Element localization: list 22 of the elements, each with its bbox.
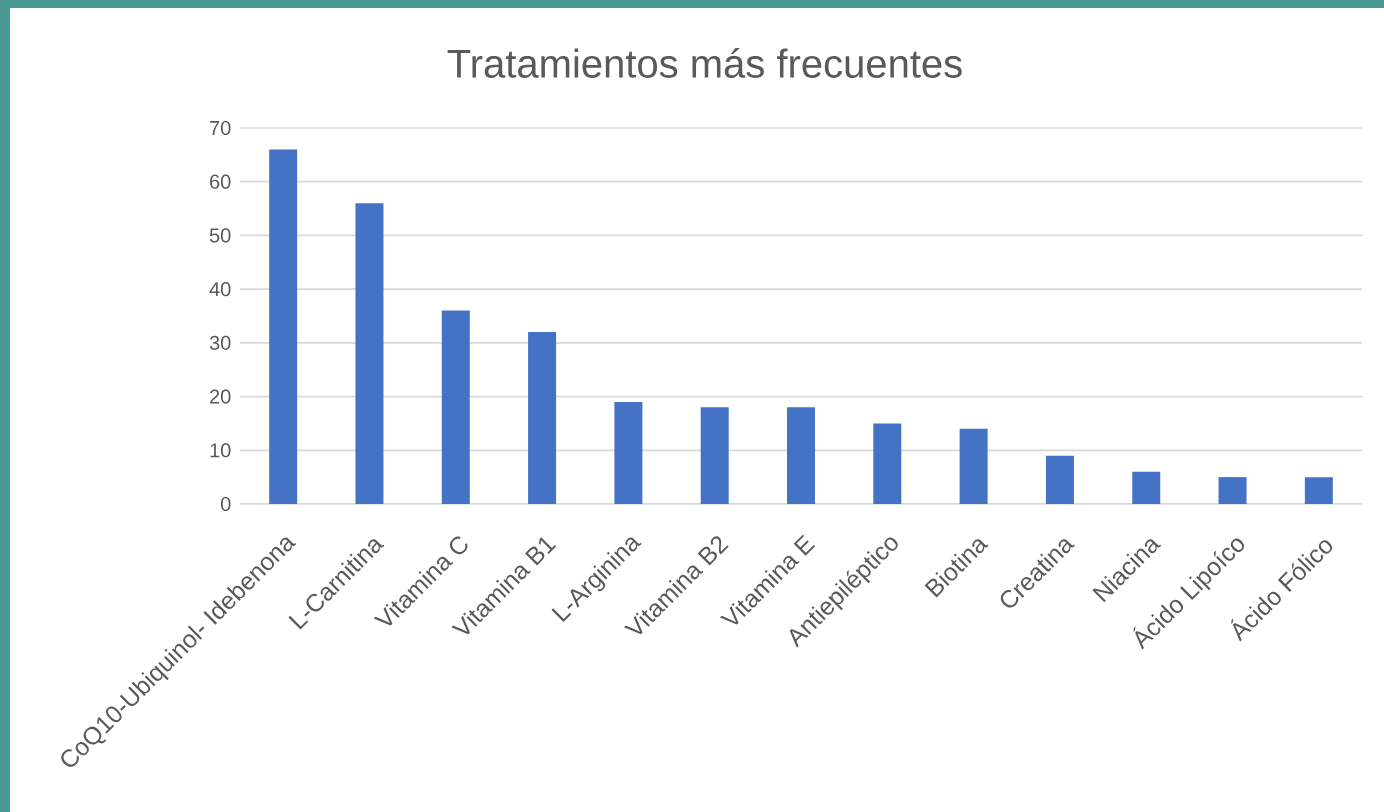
y-tick-label: 60 [210, 174, 231, 189]
y-tick-label: 40 [209, 282, 231, 297]
y-tick-label: 10 [210, 443, 231, 458]
bar [269, 149, 298, 504]
bar [441, 310, 470, 504]
bar [959, 428, 988, 504]
bar [1132, 471, 1161, 504]
y-tick-label: 70 [210, 120, 231, 136]
y-tick-label: 50 [209, 228, 231, 243]
bar [1304, 477, 1333, 504]
bar [355, 203, 384, 504]
y-tick-label: 0 [220, 496, 231, 512]
bar [787, 407, 816, 504]
y-tick-label: 30 [209, 335, 231, 350]
bar [614, 401, 643, 504]
bar [528, 332, 557, 504]
bar [1218, 477, 1247, 504]
y-tick-label: 20 [210, 389, 231, 404]
chart-title: Tratamientos más frecuentes [447, 48, 962, 78]
bar [700, 407, 729, 504]
bar [873, 423, 902, 504]
bar [1045, 455, 1074, 504]
